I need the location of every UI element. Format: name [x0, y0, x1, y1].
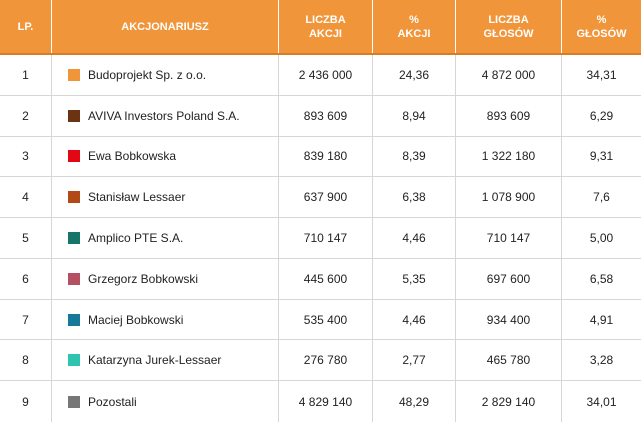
row-votes-count: 934 400 — [456, 299, 562, 340]
table-row: 7 Maciej Bobkowski 535 400 4,46 934 400 4,91 — [0, 299, 641, 341]
legend-swatch — [68, 150, 80, 163]
row-shares-count: 839 180 — [279, 136, 373, 177]
row-votes-percent: 34,31 — [586, 67, 617, 82]
row-shareholder: Maciej Bobkowski — [52, 299, 279, 340]
row-shares-percent: 4,46 — [373, 218, 456, 258]
shareholder-name: Ewa Bobkowska — [88, 149, 177, 164]
legend-swatch — [68, 191, 80, 204]
row-votes-count: 697 600 — [456, 258, 562, 299]
row-shareholder: AVIVA Investors Poland S.A. — [52, 95, 279, 136]
header-lp: LP. — [0, 0, 52, 53]
row-votes-count: 893 609 — [456, 95, 562, 136]
table-row: 8 Katarzyna Jurek-Lessaer 276 780 2,77 465 7… — [0, 340, 641, 382]
row-votes-percent: 3,28 — [589, 353, 614, 368]
row-shares-count: 637 900 — [279, 177, 373, 218]
row-votes-percent: 5,00 — [589, 231, 614, 246]
row-votes-percent: 7,6 — [593, 190, 610, 205]
row-lp: 5 — [0, 218, 52, 258]
row-lp: 1 — [0, 55, 52, 95]
row-shares-percent: 6,38 — [373, 177, 456, 218]
table-row: 4 Stanisław Lessaer 637 900 6,38 1 078 900 7,… — [0, 177, 641, 219]
legend-swatch — [68, 68, 80, 81]
table-row: 9 Pozostali 4 829 140 48,29 2 829 140 34,01 — [0, 381, 641, 423]
header-shareholder: AKCJONARIUSZ — [52, 0, 279, 53]
row-lp: 8 — [0, 340, 52, 381]
row-shareholder: Grzegorz Bobkowski — [52, 258, 279, 299]
row-shareholder: Stanisław Lessaer — [52, 177, 279, 218]
shareholder-name: Pozostali — [88, 394, 137, 409]
row-lp: 3 — [0, 136, 52, 177]
row-shares-percent: 5,35 — [373, 258, 456, 299]
row-shareholder: Katarzyna Jurek-Lessaer — [52, 340, 279, 381]
legend-swatch — [68, 232, 80, 245]
header-votes-percent: % GŁOSÓW — [576, 13, 627, 40]
row-lp: 6 — [0, 258, 52, 299]
row-lp: 7 — [0, 299, 52, 340]
row-votes-count: 4 872 000 — [456, 55, 562, 95]
row-votes-percent: 34,01 — [586, 394, 617, 409]
legend-swatch — [68, 354, 80, 367]
row-shares-count: 2 436 000 — [279, 55, 373, 95]
legend-swatch — [68, 313, 80, 326]
legend-swatch — [68, 109, 80, 122]
legend-swatch — [68, 272, 80, 285]
row-lp: 2 — [0, 95, 52, 136]
table-row: 6 Grzegorz Bobkowski 445 600 5,35 697 600 6,5… — [0, 258, 641, 300]
row-shares-count: 535 400 — [279, 299, 373, 340]
header-shares-count: LICZBA AKCJI — [279, 0, 373, 53]
row-votes-percent: 4,91 — [589, 312, 614, 327]
row-votes-percent: 9,31 — [589, 149, 614, 164]
row-shares-count: 710 147 — [279, 218, 373, 258]
row-shares-percent: 8,39 — [373, 136, 456, 177]
row-votes-percent: 6,58 — [589, 271, 614, 286]
header-votes-count: LICZBA GŁOSÓW — [456, 0, 562, 53]
row-shares-count: 4 829 140 — [279, 381, 373, 423]
table-row: 2 AVIVA Investors Poland S.A. 893 609 8,94 8… — [0, 95, 641, 137]
row-shares-percent: 48,29 — [373, 381, 456, 423]
row-shareholder: Budoprojekt Sp. z o.o. — [52, 55, 279, 95]
legend-swatch — [68, 395, 80, 408]
table-header: LP. AKCJONARIUSZ LICZBA AKCJI % AKCJI LI… — [0, 0, 641, 55]
row-votes-count: 1 078 900 — [456, 177, 562, 218]
row-votes-count: 1 322 180 — [456, 136, 562, 177]
shareholder-name: Budoprojekt Sp. z o.o. — [88, 67, 207, 82]
shareholder-name: Amplico PTE S.A. — [88, 231, 184, 246]
row-votes-count: 465 780 — [456, 340, 562, 381]
row-shares-count: 276 780 — [279, 340, 373, 381]
table-body: 1 Budoprojekt Sp. z o.o. 2 436 000 24,36 4 8… — [0, 55, 641, 423]
row-lp: 9 — [0, 381, 52, 423]
table-row: 1 Budoprojekt Sp. z o.o. 2 436 000 24,36 4 8… — [0, 55, 641, 96]
row-votes-count: 710 147 — [456, 218, 562, 258]
shareholder-name: Katarzyna Jurek-Lessaer — [88, 353, 222, 368]
row-shareholder: Ewa Bobkowska — [52, 136, 279, 177]
row-shares-percent: 4,46 — [373, 299, 456, 340]
row-votes-count: 2 829 140 — [456, 381, 562, 423]
row-votes-percent: 6,29 — [589, 108, 614, 123]
header-shares-percent: % AKCJI — [373, 0, 456, 53]
row-shares-percent: 24,36 — [373, 55, 456, 95]
shareholder-name: Grzegorz Bobkowski — [88, 271, 199, 286]
row-shares-count: 445 600 — [279, 258, 373, 299]
row-shareholder: Pozostali — [52, 381, 279, 423]
row-shares-count: 893 609 — [279, 95, 373, 136]
table-row: 5 Amplico PTE S.A. 710 147 4,46 710 147 5,00 — [0, 218, 641, 259]
table-row: 3 Ewa Bobkowska 839 180 8,39 1 322 180 9,31 — [0, 136, 641, 178]
shareholder-name: Stanisław Lessaer — [88, 190, 186, 205]
row-shares-percent: 2,77 — [373, 340, 456, 381]
shareholder-name: AVIVA Investors Poland S.A. — [88, 108, 240, 123]
shareholder-name: Maciej Bobkowski — [88, 312, 184, 327]
row-shareholder: Amplico PTE S.A. — [52, 218, 279, 258]
row-lp: 4 — [0, 177, 52, 218]
row-shares-percent: 8,94 — [373, 95, 456, 136]
